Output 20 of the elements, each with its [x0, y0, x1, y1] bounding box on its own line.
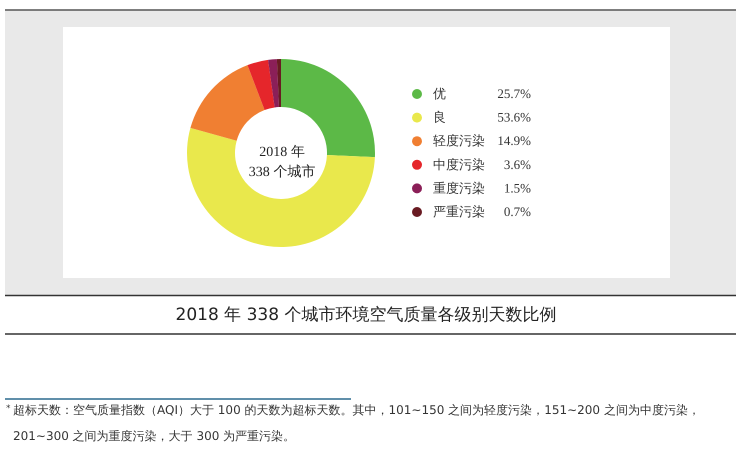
data-label: 25.7%: [497, 86, 532, 101]
legend-label: 中度污染: [433, 156, 485, 172]
donut-slice: [268, 59, 279, 108]
data-label: 14.9%: [497, 133, 532, 148]
data-label: 1.5%: [504, 180, 532, 196]
donut-slice: [247, 60, 275, 110]
donut-slice: [276, 59, 281, 108]
legend-label: 优: [433, 86, 446, 101]
legend-label: 严重污染: [433, 204, 485, 219]
data-label: 0.7%: [504, 204, 532, 219]
donut-slice: [187, 128, 375, 247]
text: 2018 年 338 个城市环境空气质量各级别天数比例: [176, 305, 556, 325]
data-label: 53.6%: [497, 110, 532, 125]
legend-label: 轻度污染: [433, 133, 485, 148]
legend-label: 良: [433, 110, 446, 125]
legend-label: 重度污染: [433, 180, 485, 196]
data-label: 3.6%: [504, 156, 532, 172]
text: *超标天数：空气质量指数（AQI）大于 100 的天数为超标天数。其中，101~150 之间为轻度污染，151~200 之间为中度污染，201~300 之间为重度污染，大于 300 为严重污染。: [6, 403, 700, 443]
donut-slice: [190, 65, 265, 141]
text: 2018 年 338 个城市: [248, 144, 316, 180]
